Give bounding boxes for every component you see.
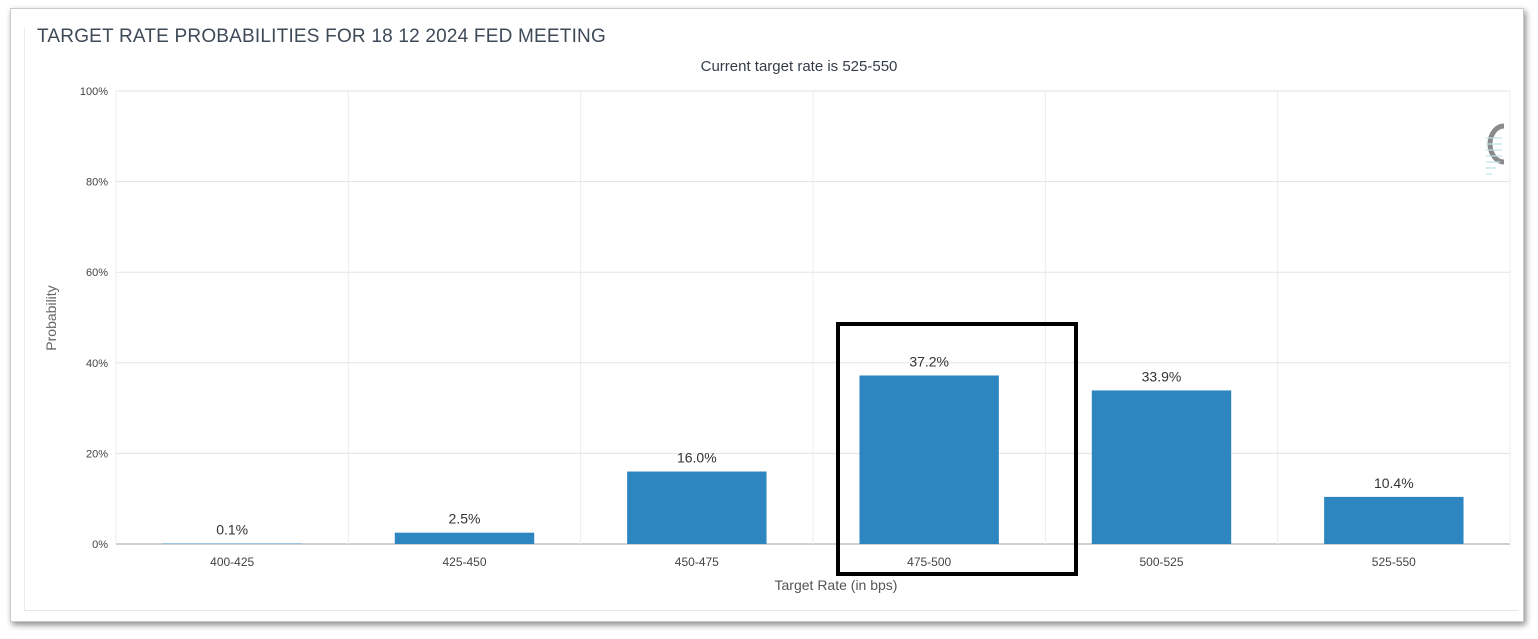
scroll-handle-icon[interactable] [1482,118,1512,188]
y-tick-label: 80% [86,177,108,189]
y-tick-label: 0% [92,539,108,551]
data-label-475-500: 37.2% [909,353,949,369]
x-axis-title: Target Rate (in bps) [775,577,898,593]
x-tick-label-500-525: 500-525 [1139,555,1183,569]
data-label-450-475: 16.0% [677,450,717,466]
grid-lines [115,90,1511,545]
x-tick-label-475-500: 475-500 [907,555,951,569]
labels-group: 0% 20% 40% 60% 80% 100% 0.1% 400-425 2.5% 425-450… [80,86,1416,569]
bar-525-550[interactable] [1324,496,1464,544]
bar-425-450[interactable] [394,532,535,544]
bar-475-500[interactable] [859,375,999,544]
bar-450-475[interactable] [627,471,767,544]
bar-500-525[interactable] [1091,390,1232,544]
y-tick-label: 60% [86,267,108,279]
data-label-400-425: 0.1% [216,522,248,538]
chart-subtitle: Current target rate is 525-550 [700,58,898,75]
y-axis-title: Probability [43,285,59,350]
frame-bottom-divider [24,610,1519,611]
chart-frame [10,8,1524,622]
y-tick-label: 100% [80,86,108,98]
x-tick-label-525-550: 525-550 [1372,555,1416,569]
highlight-box [836,322,1078,576]
x-tick-label-400-425: 400-425 [210,555,254,569]
frame-divider [24,28,25,610]
data-label-425-450: 2.5% [449,511,481,527]
x-tick-label-450-475: 450-475 [675,555,719,569]
bars-group [162,375,1464,544]
chart-title: TARGET RATE PROBABILITIES FOR 18 12 2024… [37,26,606,47]
y-tick-label: 40% [86,358,108,370]
data-label-500-525: 33.9% [1142,368,1182,384]
data-label-525-550: 10.4% [1374,475,1414,491]
x-tick-label-425-450: 425-450 [442,555,486,569]
y-tick-label: 20% [86,448,108,460]
